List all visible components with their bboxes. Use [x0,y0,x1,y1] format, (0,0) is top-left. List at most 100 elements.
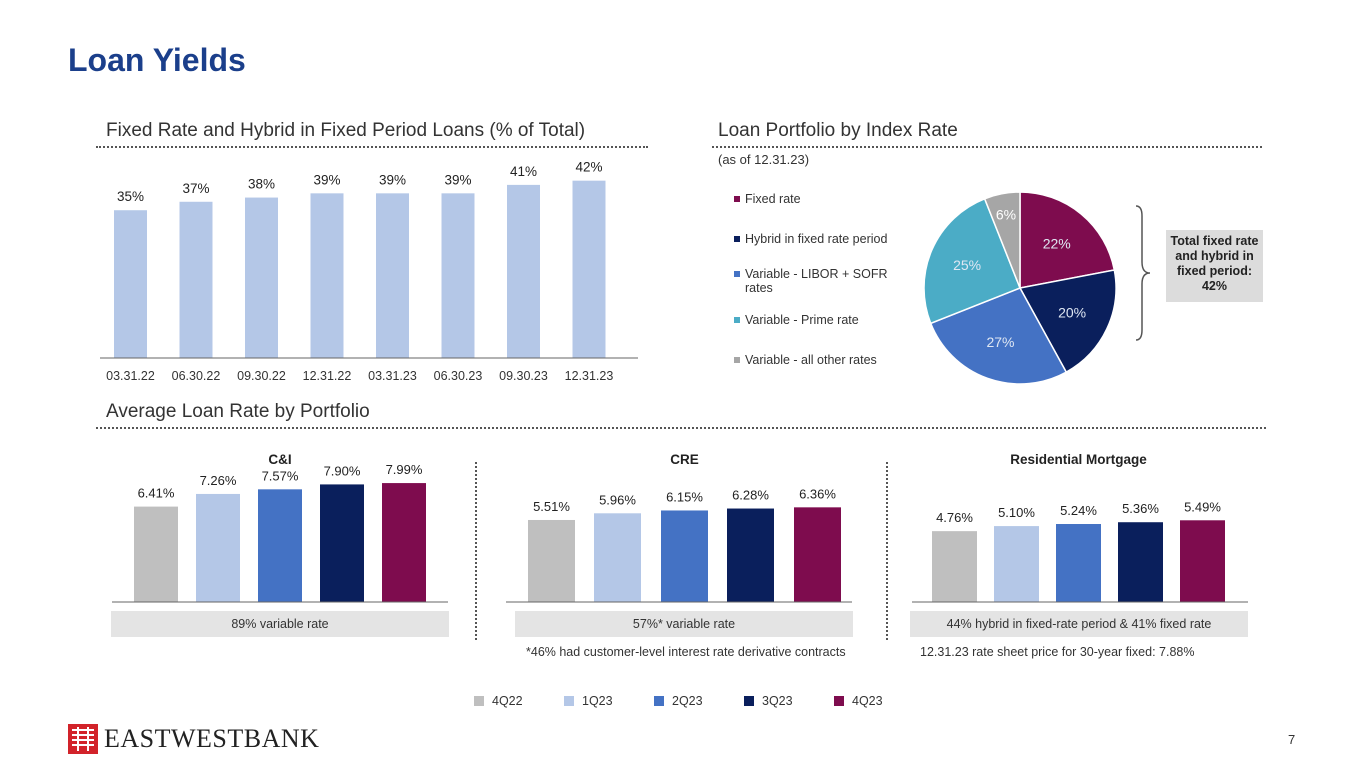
data-label: 7.26% [200,473,237,488]
legend-label: 1Q23 [582,694,613,708]
legend-swatch [744,696,754,706]
legend-label: Variable - all other rates [745,353,877,367]
data-label: 6.41% [138,486,175,501]
bar-4Q22 [528,519,575,602]
pie-section-title: Loan Portfolio by Index Rate [718,120,958,141]
bar-2Q23 [1056,524,1101,602]
cre-footer: 57%* variable rate [515,611,853,637]
legend-swatch [734,317,740,323]
data-label: 5.36% [1122,501,1159,516]
legend-label: 4Q23 [852,694,883,708]
legend-swatch [654,696,664,706]
bar-4Q23 [794,507,841,602]
pie-slice [1018,269,1117,374]
pie-legend-item: Variable - Prime rate [734,313,904,353]
mortgage-bar-chart: Residential Mortgage 4.76% 5.10% 5.24% 5.36%… [912,452,1248,603]
data-label: 38% [248,177,275,192]
x-tick-label: 03.31.23 [368,369,417,383]
bar-06.30.23 [441,193,475,358]
bar-1Q23 [994,526,1039,602]
data-label: 7.90% [324,463,361,478]
slice-label: 6% [996,206,1016,222]
data-label: 6.28% [732,488,769,503]
bar-4Q22 [932,531,977,602]
legend-label: Variable - LIBOR + SOFR rates [745,267,888,295]
legend-swatch [734,357,740,363]
legend-label: Fixed rate [745,192,801,206]
data-label: 6.36% [799,486,836,501]
data-label: 37% [182,181,209,196]
bar-3Q23 [1118,522,1163,602]
legend-item-3q23: 3Q23 [744,694,834,708]
legend-swatch [734,271,740,277]
pie-slice [923,197,1021,325]
data-label: 5.51% [533,499,570,514]
x-tick-label: 12.31.23 [565,369,614,383]
bar-03.31.22 [114,210,147,358]
data-label: 5.24% [1060,503,1097,518]
pie-legend-item: Fixed rate [734,192,904,232]
x-tick-label: 09.30.22 [237,369,286,383]
fixed-rate-divider [96,146,648,148]
legend-label: 2Q23 [672,694,703,708]
eastwest-logo-text: EASTWESTBANK [104,724,320,753]
bar-4Q22 [134,506,178,602]
eastwest-logo-icon [68,724,98,754]
cre-footnote: *46% had customer-level interest rate de… [526,645,846,659]
index-rate-pie-chart: 22% 20% 27% 25% 6% [923,191,1117,385]
legend-item-2q23: 2Q23 [654,694,744,708]
data-label: 35% [117,189,144,204]
page-number: 7 [1288,732,1296,747]
mortgage-footer: 44% hybrid in fixed-rate period & 41% fi… [910,611,1248,637]
separator [886,462,888,640]
legend-label: Hybrid in fixed rate period [745,232,888,246]
pie-divider [712,146,1262,148]
x-tick-label: 06.30.22 [172,369,221,383]
avg-rate-section-title: Average Loan Rate by Portfolio [106,401,370,422]
bar-4Q23 [1180,520,1225,602]
pie-legend: Fixed rate Hybrid in fixed rate period V… [734,192,904,367]
bar-1Q23 [594,513,641,602]
chart-title: Residential Mortgage [1010,452,1147,467]
legend-item-1q23: 1Q23 [564,694,654,708]
data-label: 42% [575,160,602,175]
bar-06.30.22 [179,201,213,358]
legend-swatch [474,696,484,706]
mortgage-footnote: 12.31.23 rate sheet price for 30-year fi… [920,645,1195,659]
data-label: 7.99% [386,462,423,477]
slice-label: 27% [986,334,1014,350]
legend-item-4q23: 4Q23 [834,694,924,708]
bar-1Q23 [196,493,240,602]
bar-2Q23 [661,510,708,602]
legend-label: 3Q23 [762,694,793,708]
page-title: Loan Yields [68,42,246,78]
pie-subtitle: (as of 12.31.23) [718,152,810,167]
legend-label: 4Q22 [492,694,523,708]
fixed-rate-bar-chart: 35% 03.31.22 37% 06.30.22 38% 09.30.22 39% 12.3… [100,160,638,383]
x-tick-label: 03.31.22 [106,369,155,383]
separator [475,462,477,640]
pie-legend-item: Variable - all other rates [734,353,904,367]
pie-slice [1019,191,1116,289]
bar-3Q23 [320,484,364,602]
data-label: 39% [444,172,471,187]
slice-label: 20% [1058,305,1086,321]
fixed-total-callout: Total fixed rate and hybrid in fixed per… [1166,230,1263,302]
eastwest-logo: EASTWESTBANK [68,724,319,754]
pie-legend-item: Hybrid in fixed rate period [734,232,904,267]
data-label: 7.57% [262,468,299,483]
data-label: 5.96% [599,492,636,507]
x-tick-label: 06.30.23 [434,369,483,383]
pie-slice [929,287,1068,385]
bar-3Q23 [727,508,774,602]
legend-label: Variable - Prime rate [745,313,859,327]
avg-rate-divider [96,427,1266,429]
legend-swatch [734,236,740,242]
bar-09.30.23 [507,184,540,358]
bar-12.31.23 [572,180,606,358]
data-label: 39% [379,172,406,187]
data-label: 6.15% [666,489,703,504]
data-label: 5.10% [998,505,1035,520]
fixed-rate-section-title: Fixed Rate and Hybrid in Fixed Period Lo… [106,120,586,141]
pie-slice [983,191,1021,289]
